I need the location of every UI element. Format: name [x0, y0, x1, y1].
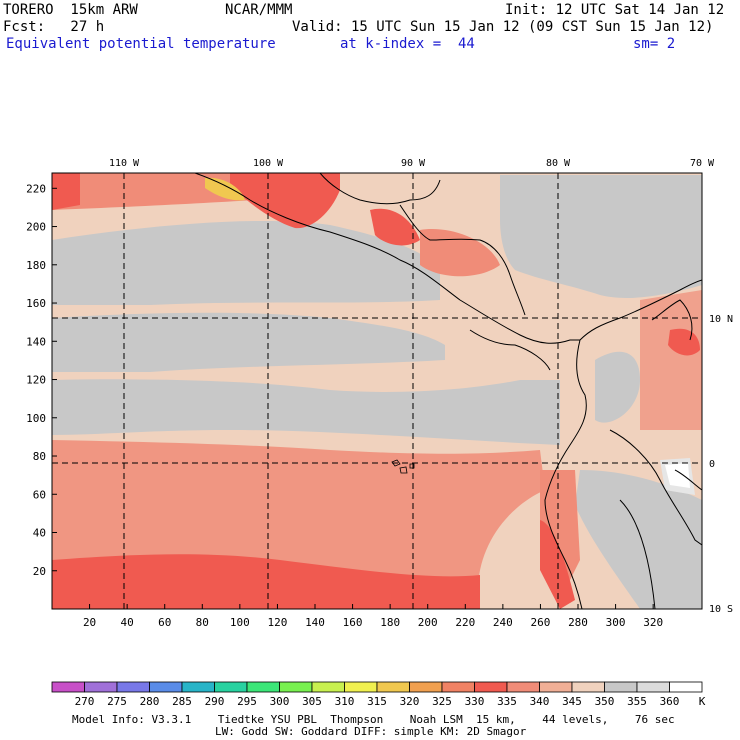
- model-title: TORERO 15km ARW: [3, 2, 138, 18]
- colorbar-swatch: [474, 681, 508, 693]
- lon-labels: 110 W 100 W 90 W 80 W 70 W: [109, 158, 715, 169]
- theta-e-field: [52, 173, 702, 609]
- x-tick-label: 80: [196, 616, 209, 629]
- colorbar-label: 345: [562, 695, 582, 708]
- lat-label: 10 N: [709, 314, 733, 325]
- lat-lon-grid: [52, 173, 702, 609]
- colorbar-label: 355: [627, 695, 647, 708]
- colorbar-label: 270: [75, 695, 95, 708]
- valid-time: Valid: 15 UTC Sun 15 Jan 12 (09 CST Sun …: [292, 19, 714, 35]
- forecast-hour: Fcst: 27 h: [3, 19, 105, 35]
- colorbar-label: 330: [465, 695, 485, 708]
- field-name: Equivalent potential temperature: [6, 36, 276, 52]
- y-tick-label: 200: [26, 221, 46, 234]
- colorbar-swatch: [409, 681, 443, 693]
- colorbar-swatch: [376, 681, 410, 693]
- colorbar-label: 320: [400, 695, 420, 708]
- colorbar-swatch: [51, 681, 85, 693]
- y-tick-label: 40: [33, 527, 46, 540]
- x-tick-label: 320: [643, 616, 663, 629]
- colorbar-swatch: [181, 681, 215, 693]
- colorbar-label: 305: [302, 695, 322, 708]
- colorbar-swatch: [441, 681, 475, 693]
- colorbar-label: 300: [270, 695, 290, 708]
- model-info-line1: Model Info: V3.3.1 Tiedtke YSU PBL Thomp…: [72, 713, 675, 726]
- colorbar-swatch: [214, 681, 248, 693]
- colorbar-swatch: [84, 681, 118, 693]
- colorbar-swatch: [116, 681, 150, 693]
- lat-labels: 10 N 0 10 S: [709, 314, 733, 615]
- y-tick-label: 180: [26, 259, 46, 272]
- center-name: NCAR/MMM: [225, 2, 293, 18]
- colorbar-label: 290: [205, 695, 225, 708]
- y-tick-label: 220: [26, 182, 46, 195]
- x-tick-label: 260: [531, 616, 551, 629]
- x-tick-label: 60: [158, 616, 171, 629]
- colorbar-label: 335: [497, 695, 517, 708]
- x-tick-label: 200: [418, 616, 438, 629]
- x-tick-labels: 20 40 60 80 100 120 140 160 180 200 220 240 260 280 30…: [83, 604, 663, 629]
- colorbar-unit: K: [699, 695, 706, 708]
- colorbar-label: 275: [107, 695, 127, 708]
- colorbar-swatch: [669, 681, 703, 693]
- colorbar-swatch: [149, 681, 183, 693]
- colorbar-label: 360: [660, 695, 680, 708]
- lon-label: 110 W: [109, 158, 140, 169]
- smoothing: sm= 2: [633, 36, 676, 52]
- colorbar-label: 350: [595, 695, 615, 708]
- colorbar-label: 310: [335, 695, 355, 708]
- colorbar-swatch: [279, 681, 313, 693]
- colorbar-labels: 270 275 280 285 290 295 300 305 310 315 320 325 330 3…: [75, 695, 680, 708]
- x-tick-label: 180: [380, 616, 400, 629]
- colorbar-label: 295: [237, 695, 257, 708]
- y-tick-label: 60: [33, 488, 46, 501]
- colorbar-label: 285: [172, 695, 192, 708]
- colorbar-label: 315: [367, 695, 387, 708]
- x-tick-label: 40: [121, 616, 134, 629]
- lon-label: 80 W: [546, 158, 571, 169]
- colorbar: [51, 681, 703, 693]
- colorbar-swatch: [571, 681, 605, 693]
- x-tick-label: 120: [267, 616, 287, 629]
- k-index: at k-index = 44: [340, 36, 475, 52]
- x-tick-label: 300: [606, 616, 626, 629]
- lat-label: 0: [709, 459, 715, 470]
- colorbar-swatch: [506, 681, 540, 693]
- init-time: Init: 12 UTC Sat 14 Jan 12: [505, 2, 725, 18]
- plot-frame: [51, 172, 703, 610]
- lon-label: 90 W: [401, 158, 426, 169]
- colorbar-swatch: [246, 681, 280, 693]
- x-tick-label: 240: [493, 616, 513, 629]
- y-tick-label: 20: [33, 565, 46, 578]
- x-tick-label: 100: [230, 616, 250, 629]
- x-tick-label: 280: [568, 616, 588, 629]
- y-tick-label: 80: [33, 450, 46, 463]
- y-tick-label: 140: [26, 335, 46, 348]
- model-info-line2: LW: Godd SW: Goddard DIFF: simple KM: 2D…: [215, 725, 527, 738]
- x-tick-label: 220: [455, 616, 475, 629]
- x-tick-label: 20: [83, 616, 96, 629]
- y-tick-label: 120: [26, 374, 46, 387]
- colorbar-swatch: [539, 681, 573, 693]
- colorbar-swatch: [604, 681, 638, 693]
- lon-label: 70 W: [690, 158, 715, 169]
- colorbar-swatch: [344, 681, 378, 693]
- x-tick-label: 160: [343, 616, 363, 629]
- colorbar-label: 340: [530, 695, 550, 708]
- colorbar-label: 325: [432, 695, 452, 708]
- y-tick-label: 160: [26, 297, 46, 310]
- lat-label: 10 S: [709, 604, 733, 615]
- y-tick-labels: 20 40 60 80 100 120 140 160 180 200 220: [26, 182, 57, 578]
- x-tick-label: 140: [305, 616, 325, 629]
- lon-label: 100 W: [253, 158, 284, 169]
- coastlines: [194, 173, 702, 609]
- y-tick-label: 100: [26, 412, 46, 425]
- colorbar-swatch: [311, 681, 345, 693]
- colorbar-label: 280: [140, 695, 160, 708]
- colorbar-swatch: [636, 681, 670, 693]
